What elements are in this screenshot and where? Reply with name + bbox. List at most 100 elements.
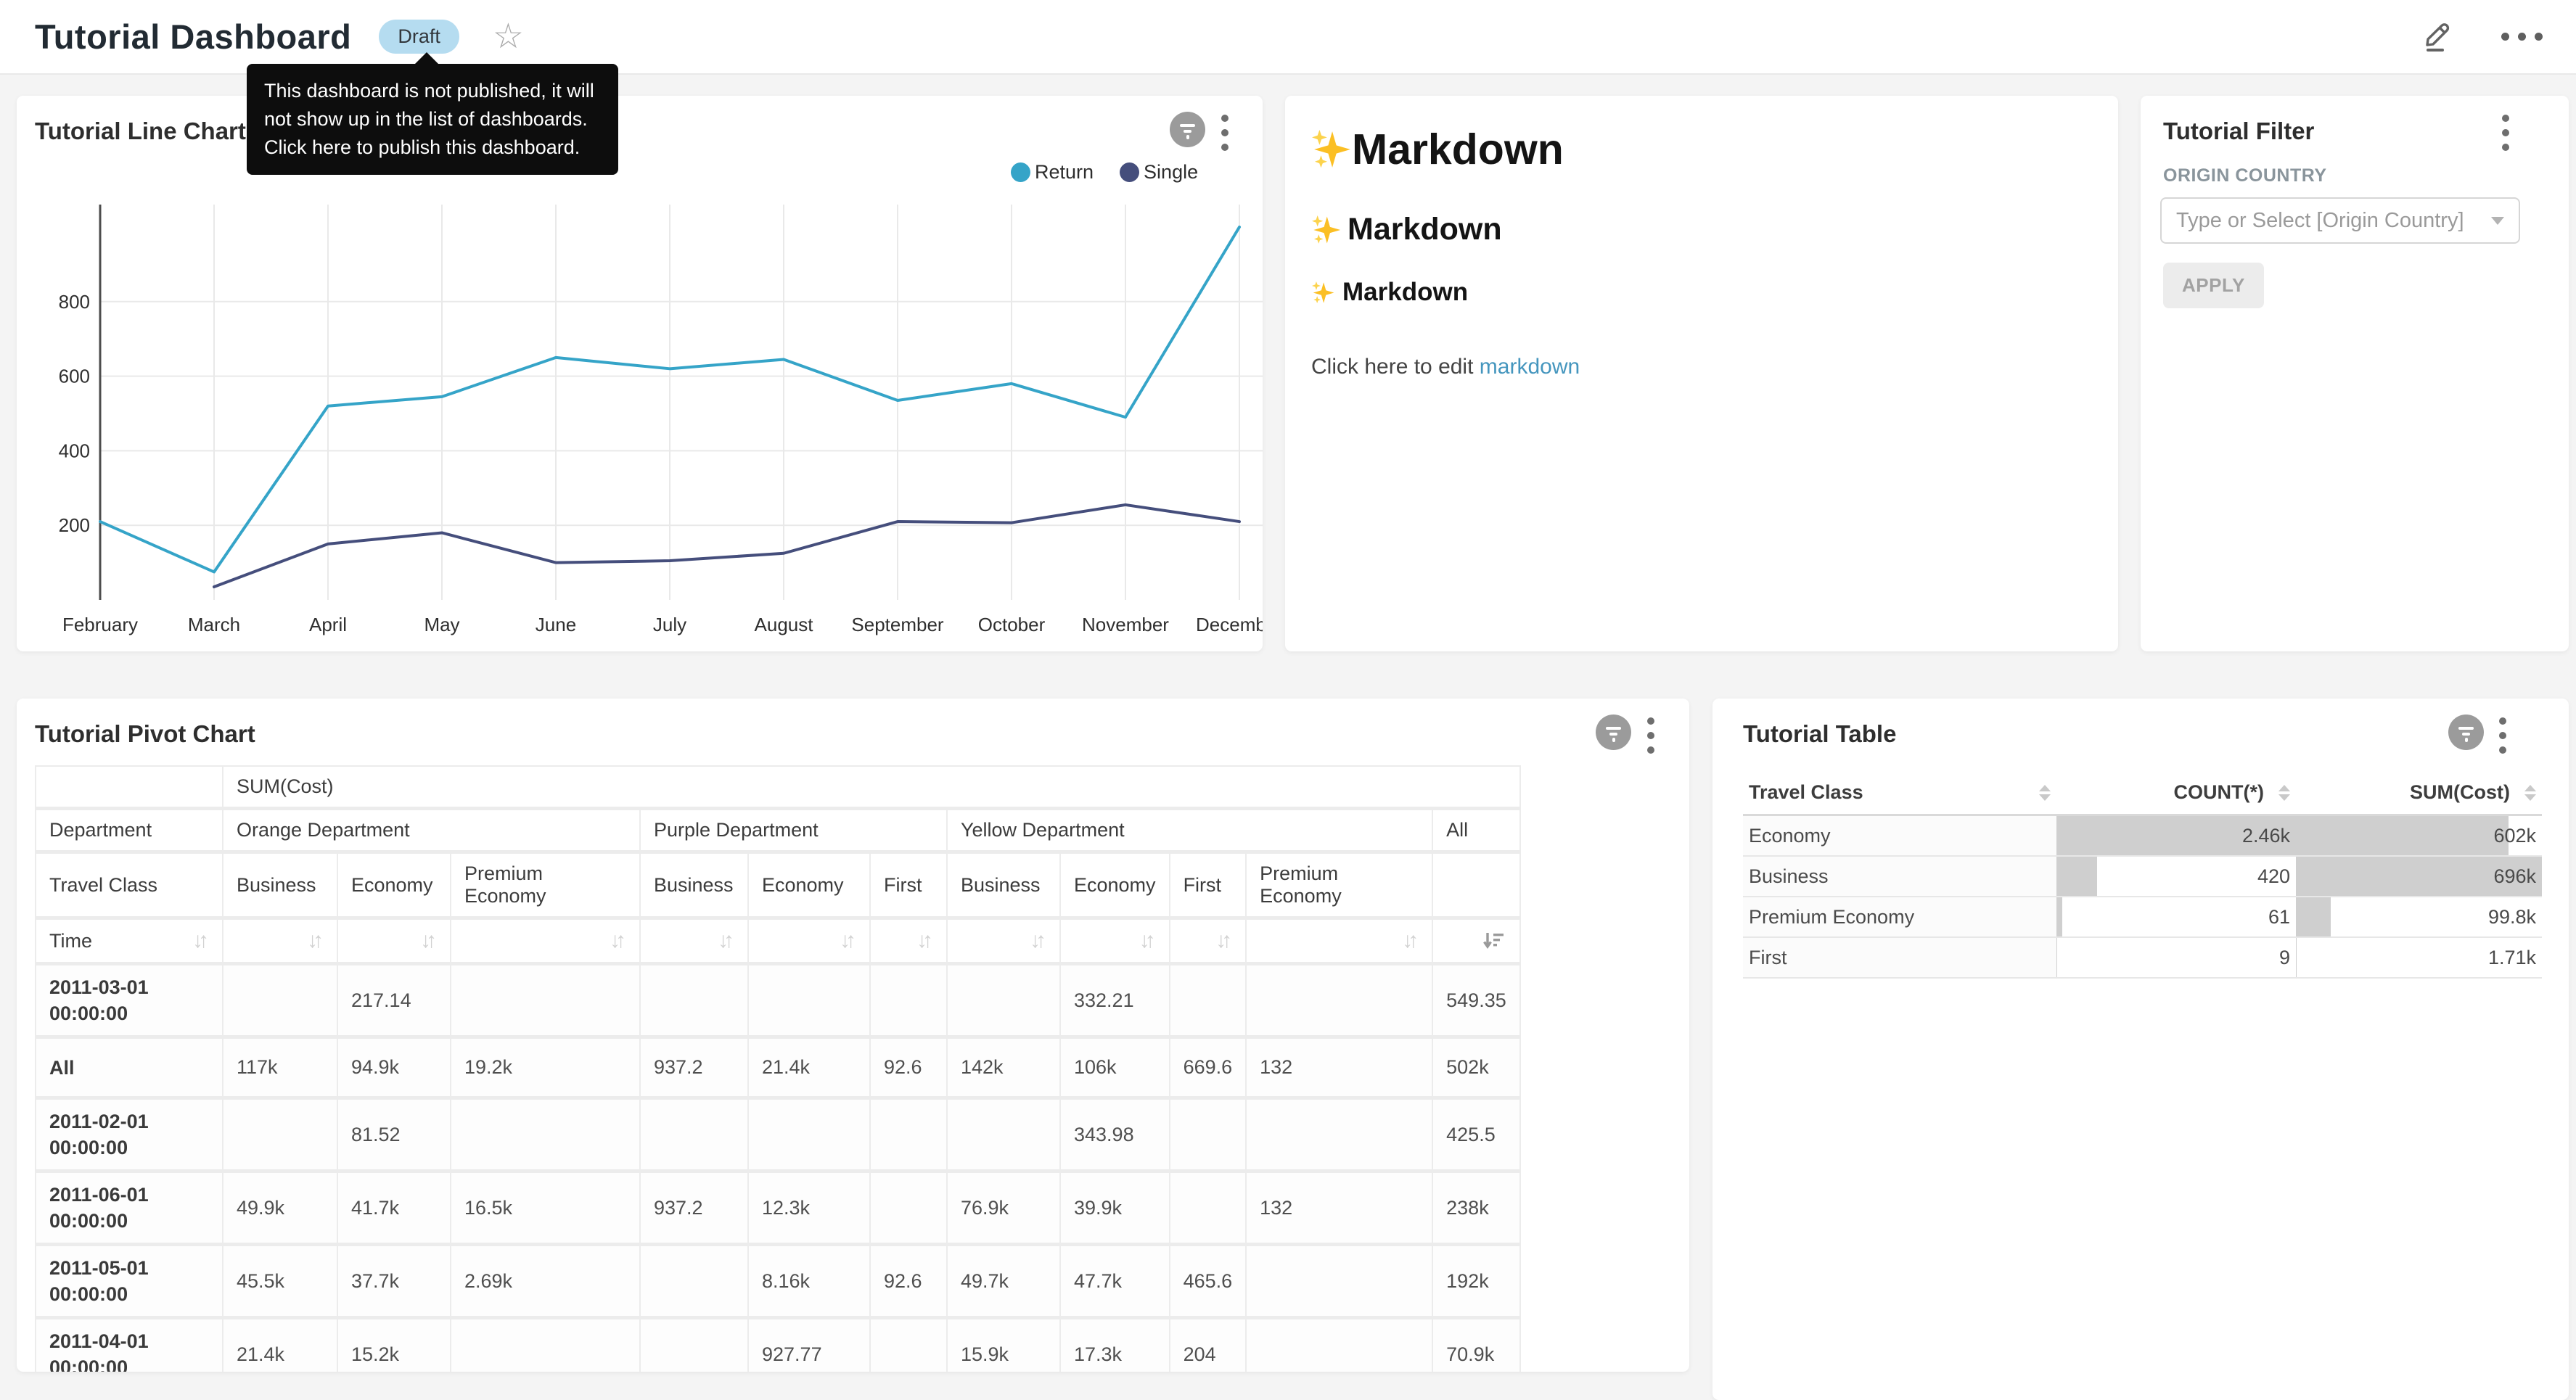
line-chart-card: Tutorial Line Chart Return Single 200 400 6… — [17, 96, 1263, 651]
pivot-row-label: 2011-03-01 00:00:00 — [35, 963, 223, 1039]
pivot-row-label: 2011-05-01 00:00:00 — [35, 1243, 223, 1319]
count-cell: 2.46k — [2056, 815, 2296, 857]
applied-filters-icon[interactable] — [1170, 112, 1205, 147]
sort-icon[interactable]: ↓↑ — [840, 928, 856, 952]
sum-cell: 696k — [2296, 856, 2542, 897]
data-table-title: Tutorial Table — [1743, 720, 1897, 747]
sort-desc-active-icon[interactable] — [1482, 930, 1506, 952]
sparkles-icon — [1312, 281, 1334, 303]
pivot-cell: 549.35 — [1432, 963, 1521, 1039]
filter-options-icon[interactable] — [2502, 115, 2509, 151]
pivot-cell: 2.69k — [450, 1243, 641, 1319]
pivot-row: 2011-04-01 00:00:00 21.4k 15.2k 927.77 15.9k… — [35, 1317, 1521, 1372]
count-cell: 61 — [2056, 897, 2296, 938]
pivot-cell: 937.2 — [639, 1036, 749, 1100]
svg-text:May: May — [424, 614, 459, 635]
pivot-cell: 19.2k — [450, 1036, 641, 1100]
filter-card-title: Tutorial Filter — [2163, 118, 2315, 144]
chart-options-icon[interactable] — [1221, 115, 1228, 151]
pivot-row: 2011-05-01 00:00:00 45.5k 37.7k 2.69k 8.16k 9… — [35, 1243, 1521, 1319]
department-group-header: Purple Department — [639, 807, 948, 854]
pivot-cell: 92.6 — [869, 1243, 948, 1319]
col-travel-class[interactable]: Travel Class — [1743, 771, 2056, 816]
sum-bar — [2296, 816, 2509, 855]
pivot-cell: 94.9k — [337, 1036, 451, 1100]
sort-icon[interactable]: ↓↑ — [1402, 928, 1419, 952]
pivot-cell: 21.4k — [222, 1317, 338, 1372]
pivot-cell: 132 — [1245, 1170, 1434, 1246]
sort-icon[interactable]: ↓↑ — [1215, 928, 1232, 952]
pivot-sort-row: Time ↓↑ ↓↑ ↓↑ ↓↑ ↓↑ ↓↑ ↓↑ ↓↑ ↓↑ ↓↑ ↓↑ — [35, 917, 1521, 965]
pivot-cell: 502k — [1432, 1036, 1521, 1100]
travel-class-cell: Business — [1743, 856, 2056, 897]
apply-button[interactable]: APPLY — [2163, 263, 2264, 308]
pivot-cell — [869, 1097, 948, 1173]
pivot-cell: 117k — [222, 1036, 338, 1100]
pivot-row: 2011-03-01 00:00:00 217.14 332.21 549.35 — [35, 963, 1521, 1039]
applied-filters-icon[interactable] — [1596, 715, 1631, 750]
data-table: Travel Class COUNT(*) SUM(Cost) Economy 2.46… — [1743, 771, 2542, 979]
select-placeholder: Type or Select [Origin Country] — [2176, 208, 2464, 232]
sort-icon[interactable]: ↓↑ — [192, 928, 209, 952]
pivot-cell: 669.6 — [1168, 1036, 1247, 1100]
sort-icon[interactable]: ↓↑ — [307, 928, 324, 952]
pivot-cell — [639, 1243, 749, 1319]
line-chart-title: Tutorial Line Chart — [35, 118, 246, 144]
svg-text:December: December — [1196, 614, 1263, 635]
filter-card: Tutorial Filter ORIGIN COUNTRY Type or S… — [2141, 96, 2569, 651]
travel-class-col-header: First — [869, 851, 948, 920]
pivot-cell: 49.9k — [222, 1170, 338, 1246]
sort-icon[interactable]: ↓↑ — [1030, 928, 1046, 952]
markdown-edit-link[interactable]: markdown — [1479, 355, 1580, 379]
sort-carets-icon — [2271, 784, 2290, 801]
pivot-cell: 332.21 — [1059, 963, 1170, 1039]
legend-item-single[interactable]: Single — [1120, 161, 1198, 184]
origin-country-select[interactable]: Type or Select [Origin Country] — [2160, 197, 2520, 244]
pivot-cell: 937.2 — [639, 1170, 749, 1246]
count-cell: 420 — [2056, 856, 2296, 897]
chart-options-icon[interactable] — [1647, 717, 1654, 754]
pivot-row: 2011-06-01 00:00:00 49.9k 41.7k 16.5k 937.2 1… — [35, 1170, 1521, 1246]
svg-text:800: 800 — [59, 291, 90, 313]
sort-icon[interactable]: ↓↑ — [420, 928, 437, 952]
sort-icon[interactable]: ↓↑ — [610, 928, 626, 952]
pivot-cell: 81.52 — [337, 1097, 451, 1173]
markdown-h3: Markdown — [1311, 278, 2092, 307]
table-options-icon[interactable] — [2499, 717, 2506, 754]
chevron-down-icon — [2491, 216, 2504, 225]
edit-pencil-icon[interactable] — [2419, 16, 2456, 57]
markdown-h1: Markdown — [1311, 125, 2092, 174]
pivot-cell — [1245, 1243, 1434, 1319]
draft-status-badge[interactable]: Draft — [379, 20, 459, 54]
markdown-body: Markdown Markdown Markdown Click here to… — [1311, 125, 2092, 379]
travel-class-col-header: Economy — [747, 851, 871, 920]
all-header: All — [1432, 807, 1521, 854]
pivot-cell — [639, 1317, 749, 1372]
pivot-cell: 15.9k — [946, 1317, 1061, 1372]
pivot-cell: 132 — [1245, 1036, 1434, 1100]
pivot-cell: 238k — [1432, 1170, 1521, 1246]
col-count[interactable]: COUNT(*) — [2056, 771, 2296, 816]
pivot-cell — [222, 1097, 338, 1173]
favorite-star-icon[interactable]: ☆ — [492, 17, 524, 56]
legend-item-return[interactable]: Return — [1011, 161, 1094, 184]
page-title: Tutorial Dashboard — [35, 17, 352, 56]
svg-text:July: July — [653, 614, 686, 635]
markdown-card[interactable]: Markdown Markdown Markdown Click here to… — [1285, 96, 2118, 651]
applied-filters-icon[interactable] — [2448, 715, 2484, 750]
sort-icon[interactable]: ↓↑ — [1139, 928, 1156, 952]
sort-icon[interactable]: ↓↑ — [718, 928, 734, 952]
pivot-cell — [946, 963, 1061, 1039]
sum-cell: 1.71k — [2296, 937, 2542, 979]
pivot-cell: 142k — [946, 1036, 1061, 1100]
pivot-cell — [639, 963, 749, 1039]
pivot-row-label: 2011-02-01 00:00:00 — [35, 1097, 223, 1173]
sort-carets-icon — [2517, 784, 2536, 801]
svg-text:400: 400 — [59, 440, 90, 461]
pivot-department-row: Department Orange Department Purple Depart… — [35, 807, 1521, 854]
origin-country-label: ORIGIN COUNTRY — [2163, 165, 2327, 186]
pivot-cell: 37.7k — [337, 1243, 451, 1319]
sort-icon[interactable]: ↓↑ — [916, 928, 933, 952]
col-sum-cost[interactable]: SUM(Cost) — [2296, 771, 2542, 816]
more-menu-icon[interactable] — [2501, 33, 2543, 41]
